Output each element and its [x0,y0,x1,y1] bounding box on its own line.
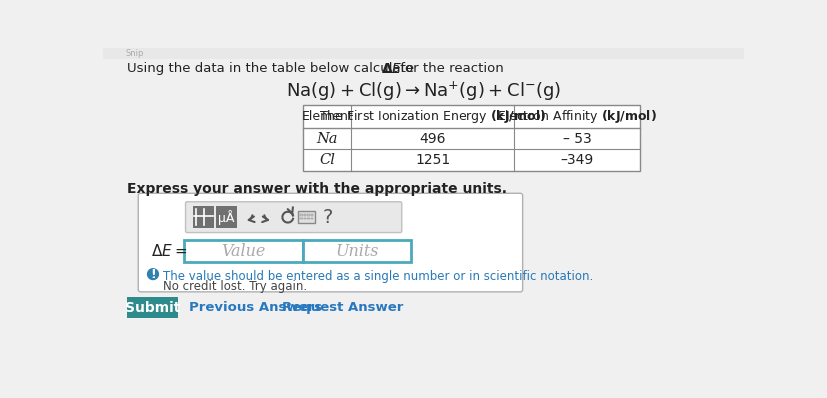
FancyBboxPatch shape [127,297,178,318]
FancyBboxPatch shape [300,214,303,216]
FancyBboxPatch shape [298,211,315,223]
Text: Snip: Snip [125,49,143,59]
Text: Submit: Submit [125,300,180,315]
Text: Cl: Cl [319,153,335,167]
Text: –349: –349 [560,153,594,167]
Text: Using the data in the table below calculate: Using the data in the table below calcul… [127,62,418,75]
FancyBboxPatch shape [216,207,237,228]
Text: µÅ: µÅ [218,211,235,225]
Text: !: ! [150,267,155,281]
FancyBboxPatch shape [304,214,306,216]
FancyBboxPatch shape [303,240,411,262]
FancyBboxPatch shape [300,218,303,219]
FancyBboxPatch shape [307,218,309,219]
Text: ?: ? [323,208,333,226]
Text: Express your answer with the appropriate units.: Express your answer with the appropriate… [127,182,507,196]
Text: 1251: 1251 [415,153,451,167]
Text: No credit lost. Try again.: No credit lost. Try again. [163,279,307,293]
FancyBboxPatch shape [138,193,523,292]
FancyBboxPatch shape [184,240,303,262]
Text: $\mathbf{\Delta}E$: $\mathbf{\Delta}E$ [380,62,402,76]
Text: Element: Element [302,110,353,123]
FancyBboxPatch shape [307,214,309,216]
FancyBboxPatch shape [304,105,639,171]
Text: – 53: – 53 [562,132,591,146]
Text: Value: Value [221,242,265,259]
Text: $\Delta E=$: $\Delta E=$ [151,243,188,259]
FancyBboxPatch shape [103,48,744,59]
Text: Electron Affinity $\mathbf{(kJ/mol)}$: Electron Affinity $\mathbf{(kJ/mol)}$ [497,108,657,125]
FancyBboxPatch shape [193,207,214,228]
FancyBboxPatch shape [311,218,313,219]
Text: Units: Units [335,242,379,259]
Text: $\mathrm{Na(g) + Cl(g) \rightarrow Na^{+}(g) + Cl^{-}(g)}$: $\mathrm{Na(g) + Cl(g) \rightarrow Na^{+… [286,79,561,103]
Text: The value should be entered as a single number or in scientific notation.: The value should be entered as a single … [163,269,593,283]
Text: 496: 496 [419,132,446,146]
Text: for the reaction: for the reaction [396,62,504,75]
Text: Na: Na [317,132,338,146]
Circle shape [147,269,159,279]
Text: Previous Answers: Previous Answers [189,301,322,314]
Text: The First Ionization Energy $\mathbf{(kJ/mol)}$: The First Ionization Energy $\mathbf{(kJ… [319,108,547,125]
FancyBboxPatch shape [311,214,313,216]
FancyBboxPatch shape [185,202,402,232]
FancyBboxPatch shape [304,218,306,219]
Text: Request Answer: Request Answer [282,301,403,314]
